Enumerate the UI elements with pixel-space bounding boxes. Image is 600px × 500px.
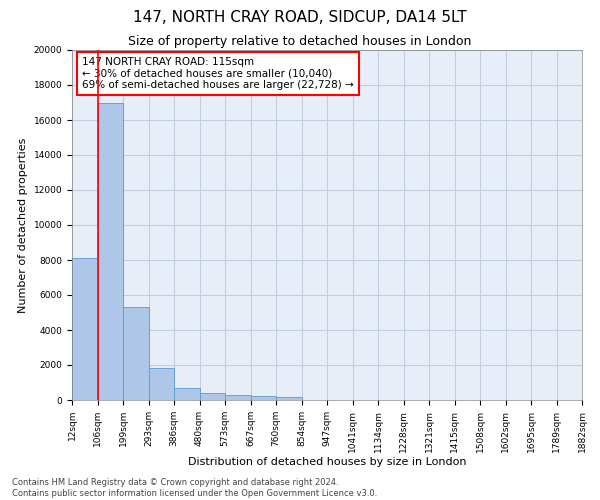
Bar (199, 394, 225, 400)
Bar (225, 395, 251, 400)
Bar (123, 307, 149, 400)
Text: Size of property relative to detached houses in London: Size of property relative to detached ho… (128, 35, 472, 48)
Bar (97, 102, 123, 400)
Text: 147, NORTH CRAY ROAD, SIDCUP, DA14 5LT: 147, NORTH CRAY ROAD, SIDCUP, DA14 5LT (133, 10, 467, 25)
Text: 147 NORTH CRAY ROAD: 115sqm
← 30% of detached houses are smaller (10,040)
69% of: 147 NORTH CRAY ROAD: 115sqm ← 30% of det… (82, 57, 354, 90)
Bar (72, 258, 97, 400)
Bar (149, 368, 174, 400)
Text: Contains HM Land Registry data © Crown copyright and database right 2024.
Contai: Contains HM Land Registry data © Crown c… (12, 478, 377, 498)
Bar (251, 396, 276, 400)
Y-axis label: Number of detached properties: Number of detached properties (18, 138, 28, 312)
Bar (174, 388, 199, 400)
X-axis label: Distribution of detached houses by size in London: Distribution of detached houses by size … (188, 458, 466, 468)
Bar (276, 396, 302, 400)
